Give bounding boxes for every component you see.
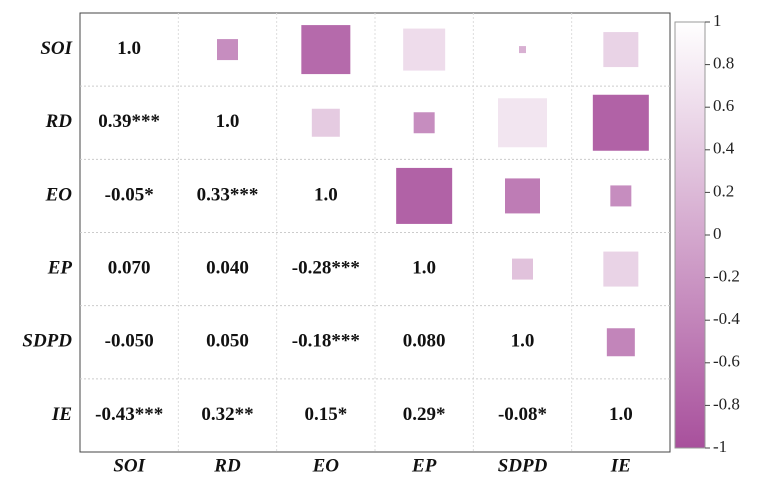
col-label: IE <box>610 455 631 476</box>
corr-square <box>512 258 533 280</box>
corr-square <box>505 178 540 214</box>
cell-label: 1.0 <box>117 38 141 59</box>
row-label: SOI <box>40 38 72 59</box>
colorbar-tick-label: -1 <box>713 437 727 456</box>
col-label: EP <box>411 455 437 476</box>
corr-square <box>498 98 547 148</box>
cell-label: 0.32** <box>201 404 253 425</box>
corr-square <box>217 39 238 61</box>
cell-label: 1.0 <box>511 331 535 352</box>
row-label: EP <box>47 257 73 278</box>
cell-label: 1.0 <box>216 111 240 132</box>
row-label: EO <box>45 184 73 205</box>
cell-label: 1.0 <box>609 404 633 425</box>
row-label: SDPD <box>22 331 72 352</box>
corr-square <box>592 94 649 151</box>
row-label: IE <box>51 404 72 425</box>
colorbar-tick-label: 0.8 <box>713 54 734 73</box>
corr-square <box>606 328 635 357</box>
cell-label: 0.39*** <box>98 111 160 132</box>
cell-label: 1.0 <box>412 257 436 278</box>
corr-square <box>603 251 639 287</box>
cell-label: 0.29* <box>403 404 446 425</box>
corr-square <box>413 112 435 134</box>
cell-label: -0.18*** <box>292 331 360 352</box>
colorbar-tick-label: 0.2 <box>713 181 734 200</box>
colorbar-tick-label: 0.6 <box>713 96 734 115</box>
cell-label: 0.15* <box>304 404 347 425</box>
col-label: EO <box>312 455 340 476</box>
colorbar <box>674 21 706 449</box>
col-label: RD <box>213 455 241 476</box>
colorbar-tick-label: -0.4 <box>713 309 740 328</box>
corr-square <box>301 25 351 75</box>
corr-square <box>519 46 526 54</box>
cell-label: 0.040 <box>206 257 249 278</box>
corr-square <box>603 32 639 68</box>
colorbar-tick-label: 0.4 <box>713 139 735 158</box>
corr-square <box>403 28 446 71</box>
cell-label: 0.070 <box>108 257 151 278</box>
colorbar-tick-label: 0 <box>713 224 722 243</box>
colorbar-tick-label: -0.6 <box>713 352 740 371</box>
cell-label: -0.05* <box>105 184 154 205</box>
colorbar-tick-label: -0.2 <box>713 267 740 286</box>
cell-label: -0.28*** <box>292 257 360 278</box>
col-label: SDPD <box>498 455 548 476</box>
cell-label: 1.0 <box>314 184 338 205</box>
corr-square <box>311 108 340 137</box>
cell-label: -0.050 <box>105 331 154 352</box>
cell-label: -0.43*** <box>95 404 163 425</box>
colorbar-tick-label: 1 <box>713 11 722 30</box>
cell-label: 0.050 <box>206 331 249 352</box>
colorbar-tick-label: -0.8 <box>713 394 740 413</box>
cell-label: 0.33*** <box>197 184 259 205</box>
corr-square <box>396 167 453 224</box>
cell-label: -0.08* <box>498 404 547 425</box>
corr-square <box>610 185 632 207</box>
cell-label: 0.080 <box>403 331 446 352</box>
row-label: RD <box>45 111 73 132</box>
col-label: SOI <box>113 455 145 476</box>
